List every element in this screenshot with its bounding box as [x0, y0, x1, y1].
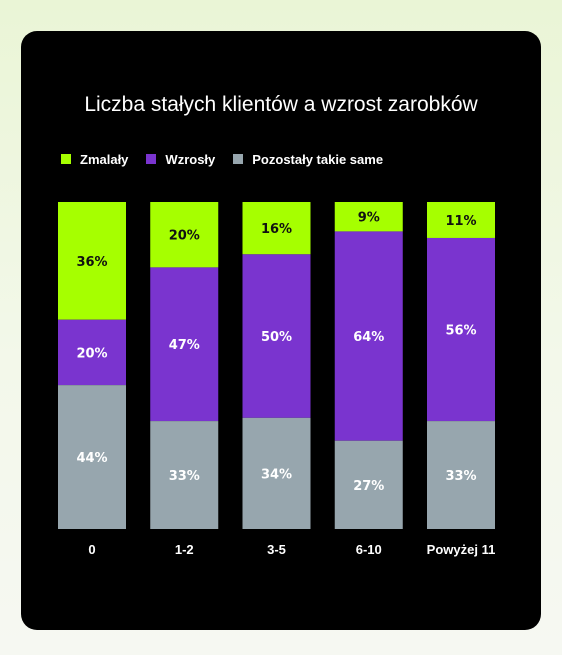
legend-swatch-wzrosly: [146, 154, 157, 164]
chart-legend: Zmalały Wzrosły Pozostały takie same: [61, 151, 401, 167]
bar-segment-powy-ej-11-0: [427, 202, 495, 238]
bar-segment-6-10-2: [334, 440, 403, 529]
x-tick-label: Powyżej 11: [427, 542, 496, 557]
legend-item-wzrosly: Wzrosły: [146, 152, 215, 167]
chart-title: Liczba stałych klientów a wzrost zarobkó…: [84, 93, 478, 116]
data-label: 50%: [261, 330, 292, 345]
data-label: 36%: [76, 255, 107, 270]
bar-segment-6-10-0: [334, 202, 403, 232]
data-label: 56%: [445, 324, 476, 339]
bar-segment-1-2-1: [150, 267, 219, 422]
bar-segment-powy-ej-11-1: [427, 237, 495, 422]
x-tick-label: 6-10: [356, 542, 382, 557]
bar-segment-1-2-0: [150, 202, 219, 268]
legend-label-pozostaly: Pozostały takie same: [252, 151, 384, 167]
bar-segment-3-5-1: [242, 254, 311, 418]
data-label: 27%: [353, 479, 384, 494]
legend-label-wzrosly: Wzrosły: [165, 151, 216, 167]
legend-label-zmalaly: Zmalały: [80, 151, 129, 167]
data-label: 34%: [261, 467, 292, 482]
data-label: 64%: [353, 330, 384, 345]
bar-segment-0-1: [58, 319, 126, 386]
legend-swatch-pozostaly: [233, 154, 244, 164]
data-label: 33%: [445, 469, 476, 484]
data-label: 11%: [445, 214, 476, 229]
data-label: 44%: [76, 451, 107, 466]
x-tick-label: 0: [88, 542, 95, 557]
bar-segment-3-5-2: [242, 417, 311, 529]
bar-segment-6-10-1: [334, 231, 403, 441]
data-label: 47%: [169, 338, 200, 353]
legend-swatch-zmalaly: [61, 154, 71, 164]
x-tick-label: 3-5: [267, 542, 286, 557]
bar-segment-0-2: [58, 385, 126, 529]
data-label: 20%: [169, 229, 200, 244]
bar-segment-1-2-2: [150, 421, 219, 529]
legend-item-zmalaly: Zmalały: [61, 152, 128, 167]
data-label: 9%: [358, 211, 380, 226]
bar-segment-3-5-0: [242, 202, 311, 255]
data-label: 16%: [261, 222, 292, 237]
data-label: 20%: [76, 346, 107, 361]
data-label: 33%: [169, 469, 200, 484]
legend-item-pozostaly: Pozostały takie same: [233, 152, 383, 167]
bar-segment-0-0: [58, 202, 126, 320]
x-tick-label: 1-2: [175, 542, 194, 557]
bar-segment-powy-ej-11-2: [427, 421, 495, 529]
